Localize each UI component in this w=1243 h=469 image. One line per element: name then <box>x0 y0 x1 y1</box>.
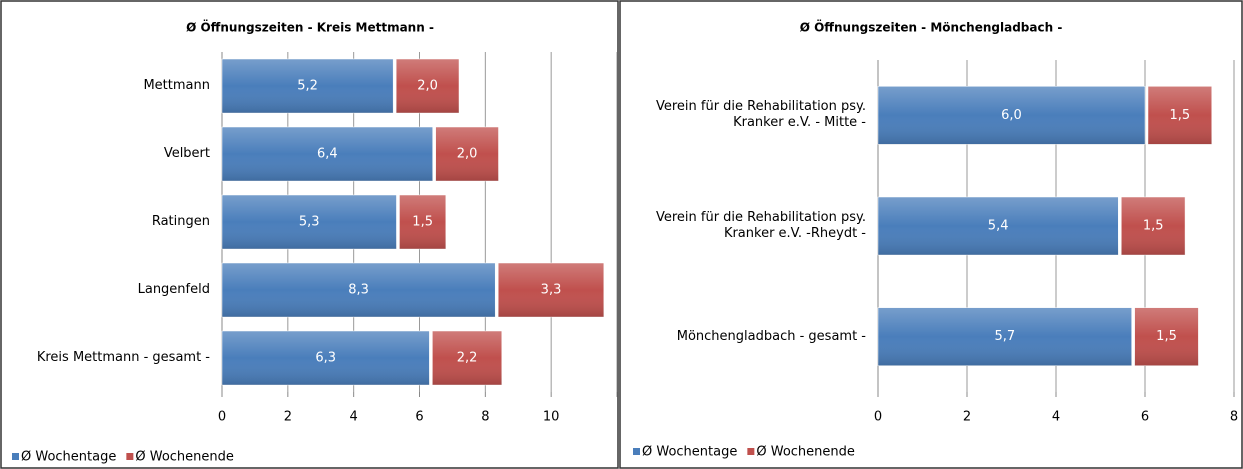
value-label: 2,0 <box>457 147 478 162</box>
x-tick-label: 0 <box>218 410 226 425</box>
chart-title: Ø Öffnungszeiten - Kreis Mettmann - <box>186 20 434 35</box>
legend-label: Ø Wochentage <box>642 445 737 460</box>
bar-shade <box>222 59 394 113</box>
value-label: 5,7 <box>994 329 1015 344</box>
legend-label: Ø Wochenende <box>135 450 234 465</box>
bar-shade <box>435 127 499 181</box>
legend-swatch <box>126 453 134 460</box>
value-label: 1,5 <box>1170 108 1191 123</box>
value-label: 1,5 <box>412 215 433 230</box>
value-label: 3,3 <box>541 283 562 298</box>
chart-title: Ø Öffnungszeiten - Mönchengladbach - <box>800 20 1063 35</box>
x-tick-label: 6 <box>415 410 423 425</box>
value-label: 5,3 <box>299 215 320 230</box>
legend-swatch <box>12 453 19 460</box>
x-tick-label: 8 <box>481 410 489 425</box>
category-label: Velbert <box>163 146 210 161</box>
x-tick-label: 0 <box>874 410 882 425</box>
x-tick-label: 10 <box>543 410 560 425</box>
value-label: 1,5 <box>1156 329 1177 344</box>
category-label: Ratingen <box>151 214 210 229</box>
legend-label: Ø Wochentage <box>21 450 116 465</box>
bar-shade <box>222 331 430 385</box>
category-label: Verein für die Rehabilitation psy. Krank… <box>655 210 866 241</box>
bar-shade <box>222 127 433 181</box>
x-tick-label: 4 <box>1052 410 1060 425</box>
bar-shade <box>222 195 397 249</box>
value-label: 1,5 <box>1143 219 1164 234</box>
legend-label: Ø Wochenende <box>756 445 855 460</box>
category-label: Verein für die Rehabilitation psy. Krank… <box>655 99 866 131</box>
value-label: 2,2 <box>457 351 478 366</box>
value-label: 6,4 <box>317 147 338 162</box>
x-tick-label: 4 <box>350 410 358 425</box>
bar-shade <box>432 331 502 385</box>
value-label: 6,3 <box>315 351 336 366</box>
bar-shade <box>878 197 1119 255</box>
x-tick-label: 2 <box>284 410 292 425</box>
x-tick-label: 6 <box>1141 410 1149 425</box>
value-label: 8,3 <box>348 283 369 298</box>
value-label: 2,0 <box>417 79 438 94</box>
x-tick-label: 8 <box>1230 410 1238 425</box>
category-label: Kreis Mettmann - gesamt - <box>36 350 210 365</box>
x-tick-label: 2 <box>963 410 971 425</box>
bar-shade <box>1134 307 1199 366</box>
value-label: 5,4 <box>988 219 1009 234</box>
legend-swatch <box>747 448 755 455</box>
bar-shade <box>1121 197 1186 255</box>
value-label: 5,2 <box>297 79 318 94</box>
bar-shade <box>878 307 1132 366</box>
category-label: Mettmann <box>143 78 210 93</box>
bar-shade <box>222 263 496 317</box>
bar-shade <box>878 86 1145 145</box>
bar-shade <box>396 59 459 113</box>
bar-shade <box>399 195 446 249</box>
category-label: Langenfeld <box>137 282 210 297</box>
bar-shade <box>498 263 604 317</box>
category-label: Mönchengladbach - gesamt - <box>676 328 866 344</box>
bar-shade <box>1148 86 1212 145</box>
legend-swatch <box>633 448 640 455</box>
panel-border <box>0 0 619 469</box>
value-label: 6,0 <box>1001 108 1022 123</box>
panel-border <box>619 0 1243 469</box>
